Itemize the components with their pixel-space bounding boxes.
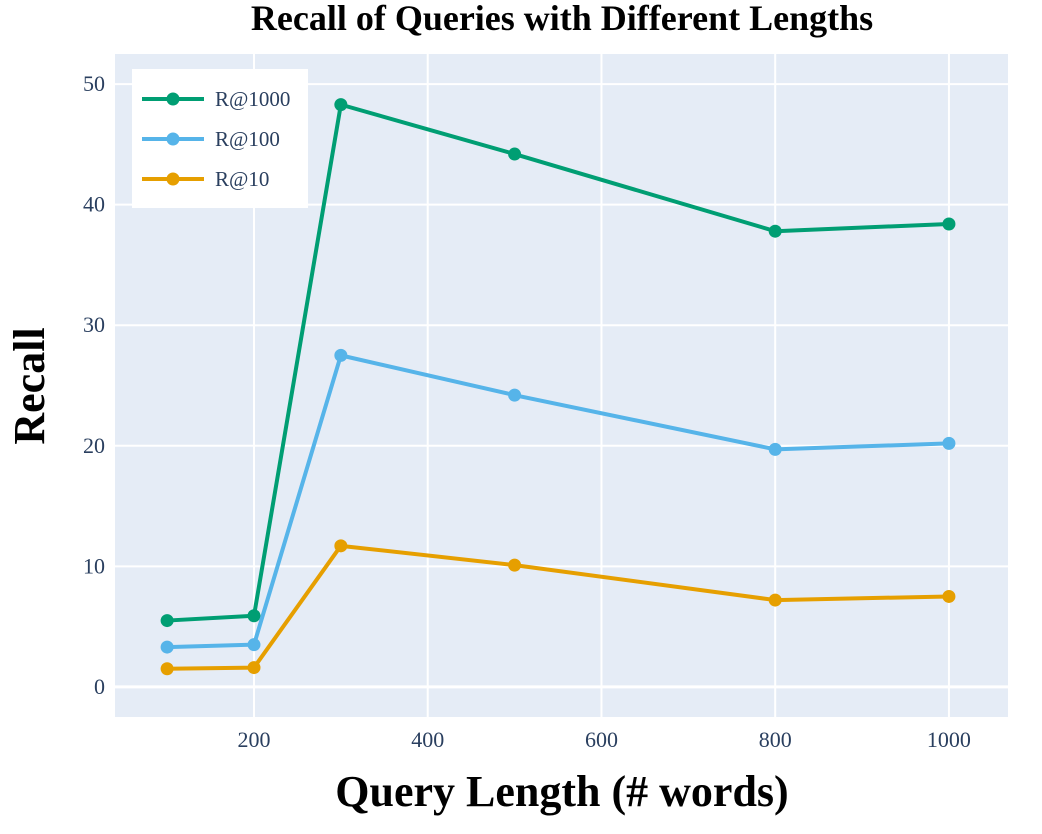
data-point <box>247 609 261 623</box>
data-point <box>768 593 782 607</box>
y-tick-label: 50 <box>83 71 105 96</box>
data-point <box>768 224 782 238</box>
x-tick-label: 1000 <box>927 727 971 752</box>
x-tick-labels: 200 400 600 800 1000 <box>237 727 970 752</box>
legend-item: R@100 <box>142 127 280 151</box>
data-point <box>334 348 348 362</box>
series-r-10 <box>160 539 956 676</box>
chart-title: Recall of Queries with Different Lengths <box>251 0 873 38</box>
data-point <box>942 436 956 450</box>
y-tick-label: 40 <box>83 192 105 217</box>
y-tick-label: 0 <box>94 674 105 699</box>
y-axis-title: Recall <box>5 327 54 444</box>
legend-swatch-marker <box>166 172 180 186</box>
data-point <box>334 539 348 553</box>
legend-item: R@1000 <box>142 87 290 111</box>
x-tick-label: 800 <box>759 727 792 752</box>
series-r-1000 <box>160 98 956 628</box>
data-point <box>247 638 261 652</box>
series-r-100 <box>160 348 956 654</box>
y-tick-label: 10 <box>83 553 105 578</box>
legend-label: R@10 <box>215 167 269 191</box>
data-point <box>508 147 522 161</box>
series-line <box>167 353 949 650</box>
data-point <box>942 217 956 231</box>
legend-swatch-marker <box>166 132 180 146</box>
legend-label: R@1000 <box>215 87 290 111</box>
data-point <box>942 589 956 603</box>
data-point <box>508 388 522 402</box>
data-point <box>160 662 174 676</box>
legend-label: R@100 <box>215 127 280 151</box>
series-line <box>167 543 949 671</box>
data-point <box>247 661 261 675</box>
legend: R@1000 R@100 R@10 <box>132 69 308 208</box>
x-tick-label: 200 <box>237 727 270 752</box>
series-layer <box>160 98 956 676</box>
y-tick-labels: 0 10 20 30 40 50 <box>83 71 105 699</box>
data-point <box>160 614 174 628</box>
data-point <box>160 640 174 654</box>
series-line <box>167 102 950 623</box>
legend-item: R@10 <box>142 167 269 191</box>
data-point <box>508 558 522 572</box>
x-tick-label: 400 <box>411 727 444 752</box>
x-tick-label: 600 <box>585 727 618 752</box>
data-point <box>334 98 348 112</box>
y-tick-label: 30 <box>83 312 105 337</box>
data-point <box>768 442 782 456</box>
legend-swatch-marker <box>166 92 180 106</box>
x-axis-title: Query Length (# words) <box>335 767 788 816</box>
y-tick-label: 20 <box>83 433 105 458</box>
